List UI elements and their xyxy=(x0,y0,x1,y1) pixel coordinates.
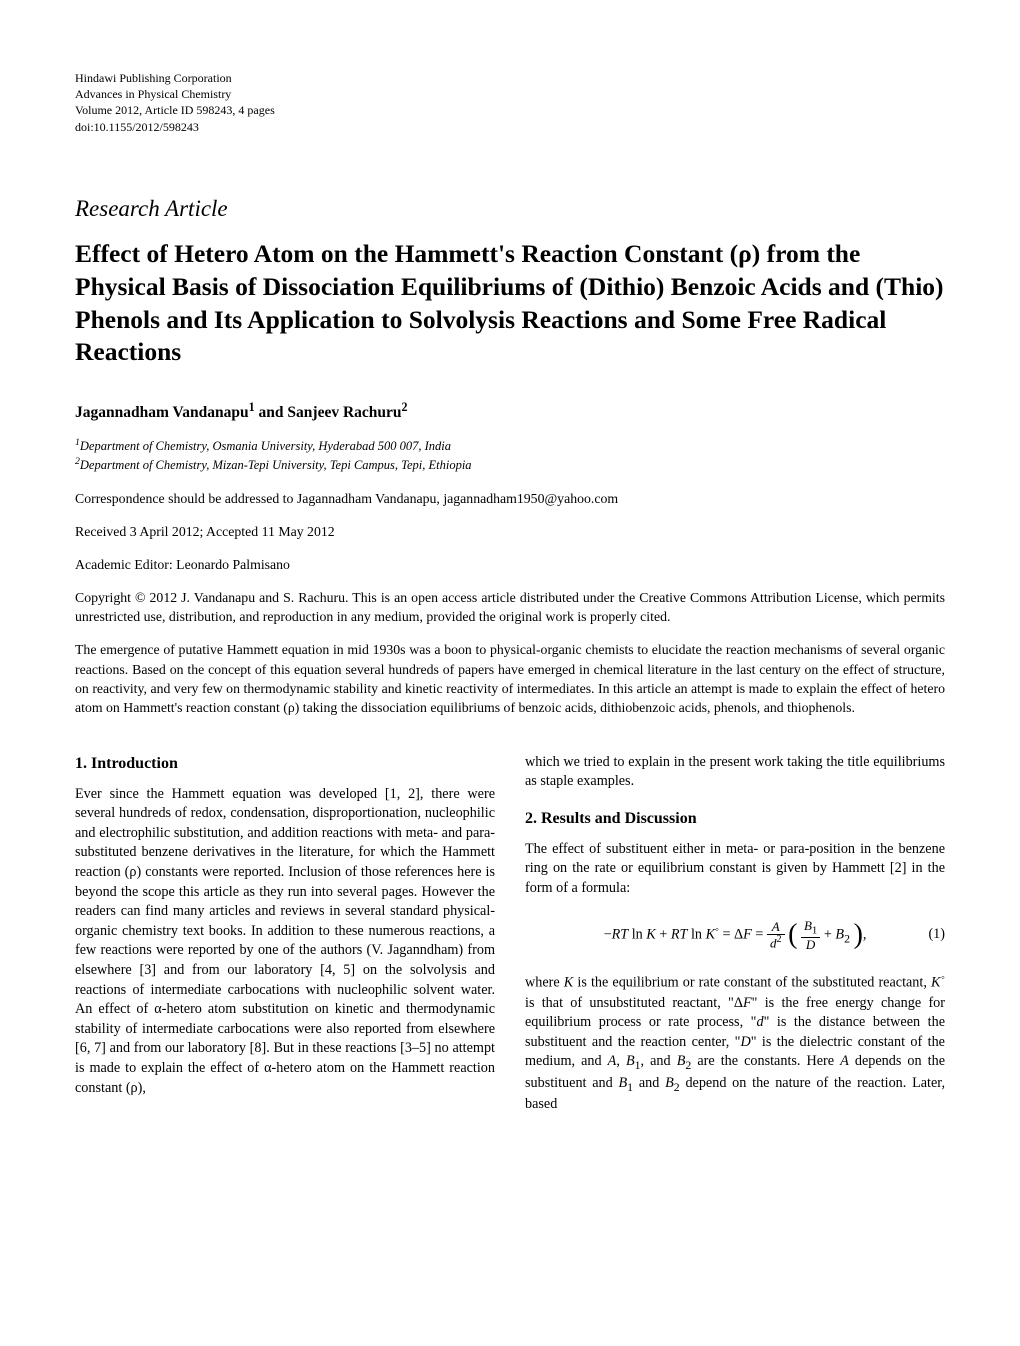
eq-frac2-den: D xyxy=(806,937,815,952)
publisher-line: Hindawi Publishing Corporation xyxy=(75,70,945,86)
author-2-sup: 2 xyxy=(402,400,408,414)
journal-line: Advances in Physical Chemistry xyxy=(75,86,945,102)
volume-line: Volume 2012, Article ID 598243, 4 pages xyxy=(75,102,945,118)
results-heading: 2. Results and Discussion xyxy=(525,808,945,830)
eq-K1: K xyxy=(646,926,655,942)
body-columns: 1. Introduction Ever since the Hammett e… xyxy=(75,753,945,1115)
author-1: Jagannadham Vandanapu xyxy=(75,404,249,421)
eq-B2: B xyxy=(835,926,844,942)
eq-RT1: RT xyxy=(612,926,629,942)
article-type: Research Article xyxy=(75,193,945,225)
correspondence: Correspondence should be addressed to Ja… xyxy=(75,489,945,508)
eq-frac1-num: A xyxy=(772,919,780,934)
author-2: Sanjeev Rachuru xyxy=(287,404,401,421)
eq-lhs: −RT ln K + RT ln K◦ = ΔF = A d2 ( B1 D +… xyxy=(604,919,867,952)
doi-line: doi:10.1155/2012/598243 xyxy=(75,119,945,135)
eq-plus2: + xyxy=(824,926,836,942)
right-column: which we tried to explain in the present… xyxy=(525,753,945,1115)
affiliations: 1Department of Chemistry, Osmania Univer… xyxy=(75,436,945,476)
eq-rparen: ) xyxy=(854,922,863,947)
eq-B2-sub: 2 xyxy=(844,931,850,945)
eq-ln1: ln xyxy=(628,926,646,942)
aff1-text: Department of Chemistry, Osmania Univers… xyxy=(80,439,451,453)
where-paragraph: where K is the equilibrium or rate const… xyxy=(525,971,945,1114)
copyright: Copyright © 2012 J. Vandanapu and S. Rac… xyxy=(75,588,945,626)
aff2-text: Department of Chemistry, Mizan-Tepi Univ… xyxy=(80,459,472,473)
intro-heading: 1. Introduction xyxy=(75,753,495,775)
eq-lparen: ( xyxy=(788,922,797,947)
equation-1: −RT ln K + RT ln K◦ = ΔF = A d2 ( B1 D +… xyxy=(525,919,945,952)
affiliation-1: 1Department of Chemistry, Osmania Univer… xyxy=(75,436,945,456)
eq-frac1: A d2 xyxy=(767,920,785,950)
dates: Received 3 April 2012; Accepted 11 May 2… xyxy=(75,522,945,541)
eq-eq2: = xyxy=(752,926,767,942)
intro-continuation: which we tried to explain in the present… xyxy=(525,753,945,792)
authors-and: and xyxy=(255,404,288,421)
equation-number: (1) xyxy=(928,925,945,945)
eq-K2: K xyxy=(706,926,715,942)
eq-ln2: ln xyxy=(687,926,705,942)
eq-F: F xyxy=(743,926,752,942)
abstract: The emergence of putative Hammett equati… xyxy=(75,640,945,716)
eq-comma: , xyxy=(863,926,867,942)
authors: Jagannadham Vandanapu1 and Sanjeev Rachu… xyxy=(75,399,945,424)
eq-plus1: + xyxy=(656,926,671,942)
eq-minus: − xyxy=(604,926,612,942)
eq-frac2: B1 D xyxy=(801,919,820,952)
results-p1: The effect of substituent either in meta… xyxy=(525,840,945,899)
eq-RT2: RT xyxy=(671,926,688,942)
academic-editor: Academic Editor: Leonardo Palmisano xyxy=(75,555,945,574)
intro-body: Ever since the Hammett equation was deve… xyxy=(75,785,495,1099)
eq-eq1: = Δ xyxy=(719,926,743,942)
left-column: 1. Introduction Ever since the Hammett e… xyxy=(75,753,495,1115)
article-title: Effect of Hetero Atom on the Hammett's R… xyxy=(75,238,945,369)
eq-frac1-den-exp: 2 xyxy=(776,934,781,945)
publisher-info: Hindawi Publishing Corporation Advances … xyxy=(75,70,945,135)
eq-frac2-num-1: 1 xyxy=(812,924,817,936)
eq-frac2-num-B: B xyxy=(804,918,812,933)
affiliation-2: 2Department of Chemistry, Mizan-Tepi Uni… xyxy=(75,455,945,475)
